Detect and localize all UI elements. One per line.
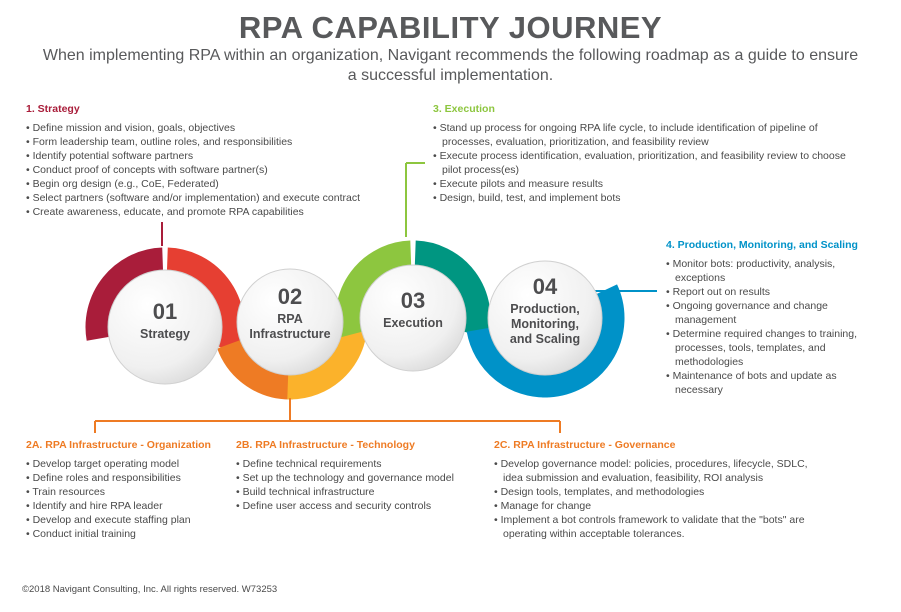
stage-circle xyxy=(487,260,603,376)
bullet-list: Define mission and vision, goals, object… xyxy=(26,121,416,219)
ring-segment-execution xyxy=(414,240,491,339)
bullet-item: Define user access and security controls xyxy=(236,499,486,513)
section-heading: 3. Execution xyxy=(433,103,495,115)
ring-segment-infrastructure xyxy=(217,338,293,400)
bullet-item: Execute pilots and measure results xyxy=(433,177,853,191)
bullet-item: Report out on results xyxy=(666,285,866,299)
bullet-item: Identify potential software partners xyxy=(26,149,416,163)
bullet-item: Execute process identification, evaluati… xyxy=(433,149,853,177)
stage-circle xyxy=(107,269,223,385)
copyright-footer: ©2018 Navigant Consulting, Inc. All righ… xyxy=(22,584,278,595)
section-heading: 4. Production, Monitoring, and Scaling xyxy=(666,239,858,251)
section-infra-organization: 2A. RPA Infrastructure - Organization De… xyxy=(26,438,231,541)
bullet-item: Define roles and responsibilities xyxy=(26,471,231,485)
bullet-item: Form leadership team, outline roles, and… xyxy=(26,135,416,149)
bullet-item: Conduct initial training xyxy=(26,527,231,541)
ring-segment-strategy xyxy=(85,247,164,341)
stage-1: 01 Strategy xyxy=(107,269,223,385)
bullet-item: Identify and hire RPA leader xyxy=(26,499,231,513)
bullet-item: Define mission and vision, goals, object… xyxy=(26,121,416,135)
bullet-item: Develop and execute staffing plan xyxy=(26,513,231,527)
bullet-item: Create awareness, educate, and promote R… xyxy=(26,205,416,219)
stage-number: 01 xyxy=(153,299,177,324)
bullet-item: Determine required changes to training, … xyxy=(666,327,866,369)
stage-4: 04 Production,Monitoring,and Scaling xyxy=(487,260,603,376)
bullet-list: Develop governance model: policies, proc… xyxy=(494,457,824,541)
stage-number: 03 xyxy=(401,288,425,313)
ring-segment-production xyxy=(542,284,625,398)
section-infra-technology: 2B. RPA Infrastructure - Technology Defi… xyxy=(236,438,486,513)
stage-label: Production, xyxy=(510,302,579,316)
stage-label: Monitoring, xyxy=(511,317,579,331)
bullet-item: Ongoing governance and change management xyxy=(666,299,866,327)
bullet-list: Define technical requirementsSet up the … xyxy=(236,457,486,513)
stage-label: Infrastructure xyxy=(249,327,330,341)
bullet-item: Stand up process for ongoing RPA life cy… xyxy=(433,121,853,149)
bullet-list: Develop target operating modelDefine rol… xyxy=(26,457,231,541)
section-execution: 3. Execution Stand up process for ongoin… xyxy=(433,102,853,205)
bullet-item: Manage for change xyxy=(494,499,824,513)
bullet-item: Train resources xyxy=(26,485,231,499)
stage-label: Execution xyxy=(383,316,443,330)
bullet-item: Define technical requirements xyxy=(236,457,486,471)
stage-label: and Scaling xyxy=(510,332,580,346)
section-heading: 2C. RPA Infrastructure - Governance xyxy=(494,439,676,451)
bullet-item: Design, build, test, and implement bots xyxy=(433,191,853,205)
bullet-list: Stand up process for ongoing RPA life cy… xyxy=(433,121,853,205)
bullet-item: Set up the technology and governance mod… xyxy=(236,471,486,485)
stage-circle xyxy=(236,268,344,376)
page-title: RPA CAPABILITY JOURNEY xyxy=(238,10,663,45)
section-heading: 2B. RPA Infrastructure - Technology xyxy=(236,439,415,451)
bullet-item: Monitor bots: productivity, analysis, ex… xyxy=(666,257,866,285)
stage-label: RPA xyxy=(277,312,302,326)
bullet-item: Begin org design (e.g., CoE, Federated) xyxy=(26,177,416,191)
ring-segment-execution xyxy=(335,240,412,339)
page-subtitle: When implementing RPA within an organiza… xyxy=(42,47,859,84)
bullet-item: Maintenance of bots and update as necess… xyxy=(666,369,866,397)
section-strategy: 1. Strategy Define mission and vision, g… xyxy=(26,102,416,219)
stage-number: 02 xyxy=(278,284,302,309)
stage-3: 03 Execution xyxy=(359,264,467,372)
stage-number: 04 xyxy=(533,274,558,299)
section-production: 4. Production, Monitoring, and Scaling M… xyxy=(666,238,866,397)
section-heading: 1. Strategy xyxy=(26,103,80,115)
bullet-item: Design tools, templates, and methodologi… xyxy=(494,485,824,499)
bullet-item: Select partners (software and/or impleme… xyxy=(26,191,416,205)
ring-segment-production xyxy=(466,326,548,398)
bullet-item: Build technical infrastructure xyxy=(236,485,486,499)
bullet-list: Monitor bots: productivity, analysis, ex… xyxy=(666,257,866,397)
bullet-item: Implement a bot controls framework to va… xyxy=(494,513,824,541)
stage-circle xyxy=(359,264,467,372)
stage-label: Strategy xyxy=(140,327,190,341)
bullet-item: Develop governance model: policies, proc… xyxy=(494,457,824,485)
bullet-item: Conduct proof of concepts with software … xyxy=(26,163,416,177)
section-infra-governance: 2C. RPA Infrastructure - Governance Deve… xyxy=(494,438,824,541)
section-heading: 2A. RPA Infrastructure - Organization xyxy=(26,439,211,451)
bullet-item: Develop target operating model xyxy=(26,457,231,471)
ring-segment-strategy xyxy=(166,247,245,355)
